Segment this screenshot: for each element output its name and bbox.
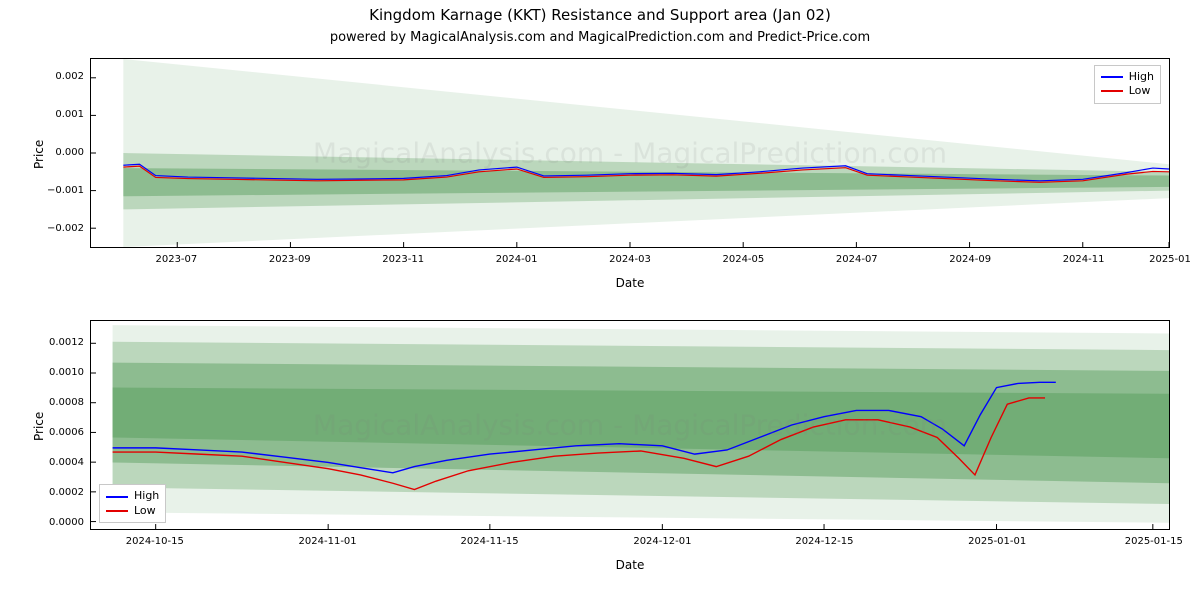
xtick-label: 2024-03 (595, 254, 665, 265)
xtick-label: 2024-12-15 (789, 536, 859, 547)
legend-label: High (1129, 70, 1154, 84)
panel-bottom: MagicalAnalysis.com - MagicalPrediction.… (90, 320, 1170, 530)
ytick-label: −0.002 (47, 223, 84, 234)
legend-item: Low (1101, 84, 1154, 98)
legend-swatch (106, 510, 128, 512)
xtick-label: 2023-09 (255, 254, 325, 265)
ytick-label: 0.0000 (49, 517, 84, 528)
ytick-label: 0.0004 (49, 457, 84, 468)
panel-top: MagicalAnalysis.com - MagicalPrediction.… (90, 58, 1170, 248)
support-band (123, 59, 1169, 247)
ytick-label: 0.0006 (49, 427, 84, 438)
xtick-label: 2024-09 (935, 254, 1005, 265)
legend-swatch (1101, 76, 1123, 78)
xlabel-bottom: Date (90, 558, 1170, 572)
xlabel-top: Date (90, 276, 1170, 290)
ytick-label: 0.002 (55, 71, 84, 82)
xtick-label: 2025-01-01 (962, 536, 1032, 547)
ytick-label: 0.0010 (49, 367, 84, 378)
figure: Kingdom Karnage (KKT) Resistance and Sup… (0, 0, 1200, 600)
ytick-label: 0.000 (55, 147, 84, 158)
legend-label: Low (134, 504, 156, 518)
ylabel-top: Price (32, 140, 46, 169)
xtick-label: 2024-11-01 (293, 536, 363, 547)
xtick-label: 2023-07 (141, 254, 211, 265)
legend-label: High (134, 489, 159, 503)
ylabel-bottom: Price (32, 412, 46, 441)
xtick-label: 2024-10-15 (120, 536, 190, 547)
legend-item: High (106, 489, 159, 503)
legend-bottom: HighLow (99, 484, 166, 523)
legend-swatch (1101, 90, 1123, 92)
xtick-label: 2025-01 (1135, 254, 1200, 265)
ytick-label: 0.001 (55, 109, 84, 120)
xtick-label: 2024-12-01 (627, 536, 697, 547)
legend-top: HighLow (1094, 65, 1161, 104)
legend-item: High (1101, 70, 1154, 84)
xtick-label: 2024-11 (1049, 254, 1119, 265)
ytick-label: −0.001 (47, 185, 84, 196)
xtick-label: 2024-11-15 (455, 536, 525, 547)
ytick-label: 0.0008 (49, 397, 84, 408)
chart-subtitle: powered by MagicalAnalysis.com and Magic… (0, 30, 1200, 45)
xtick-label: 2024-01 (482, 254, 552, 265)
xtick-label: 2024-07 (822, 254, 892, 265)
xtick-label: 2023-11 (368, 254, 438, 265)
xtick-label: 2024-05 (708, 254, 778, 265)
ytick-label: 0.0002 (49, 487, 84, 498)
xtick-label: 2025-01-15 (1119, 536, 1189, 547)
legend-swatch (106, 496, 128, 498)
ytick-label: 0.0012 (49, 337, 84, 348)
chart-title: Kingdom Karnage (KKT) Resistance and Sup… (0, 6, 1200, 24)
legend-label: Low (1129, 84, 1151, 98)
legend-item: Low (106, 504, 159, 518)
